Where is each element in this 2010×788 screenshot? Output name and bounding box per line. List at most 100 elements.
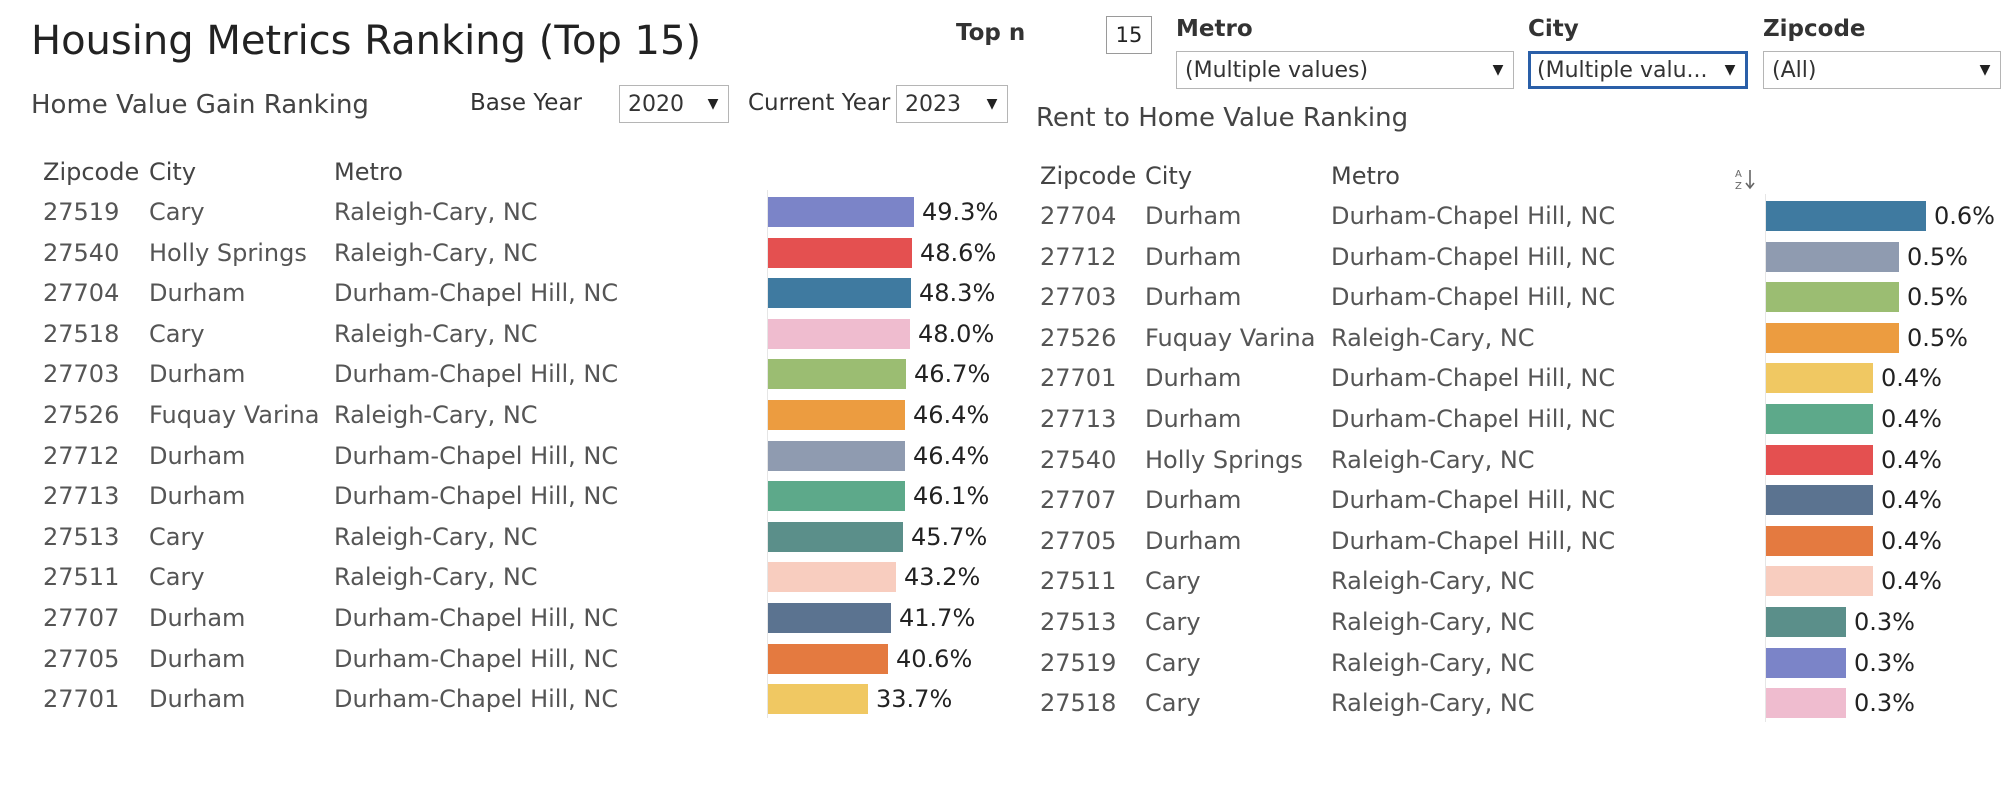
table-row[interactable]: 27519 Cary Raleigh-Cary, NC 0.3% (0, 643, 1915, 683)
table-row[interactable]: 27511 Cary Raleigh-Cary, NC 43.2% (0, 557, 980, 597)
right-header-metro[interactable]: Metro (1331, 162, 1400, 190)
row-zipcode: 27713 (1040, 405, 1117, 433)
bar[interactable] (768, 400, 905, 430)
row-city: Durham (1145, 364, 1242, 393)
bar[interactable] (1766, 241, 1899, 272)
row-city: Durham (1145, 202, 1242, 230)
row-city: Holly Springs (1145, 445, 1303, 474)
table-row[interactable]: 27707 Durham Durham-Chapel Hill, NC 0.4% (0, 480, 1942, 520)
table-row[interactable]: 27704 Durham Durham-Chapel Hill, NC 0.6% (0, 196, 1995, 236)
row-metro: Durham-Chapel Hill, NC (1331, 526, 1616, 555)
table-row[interactable]: 27705 Durham Durham-Chapel Hill, NC 40.6% (0, 639, 972, 679)
top-n-input[interactable]: 15 (1106, 16, 1152, 54)
right-header-city[interactable]: City (1145, 162, 1193, 190)
bar[interactable] (1766, 566, 1873, 597)
bar[interactable] (768, 481, 905, 512)
row-zipcode: 27712 (43, 441, 120, 470)
chevron-down-icon: ▼ (1492, 62, 1504, 78)
bar[interactable] (768, 359, 906, 390)
row-zipcode: 27703 (1040, 283, 1117, 312)
row-zipcode: 27518 (1040, 689, 1117, 718)
bar[interactable] (768, 521, 903, 552)
table-row[interactable]: 27513 Cary Raleigh-Cary, NC 0.3% (0, 602, 1915, 642)
table-row[interactable]: 27540 Holly Springs Raleigh-Cary, NC 48.6% (0, 233, 996, 273)
row-metro: Durham-Chapel Hill, NC (1331, 364, 1616, 393)
table-row[interactable]: 27703 Durham Durham-Chapel Hill, NC 0.5% (0, 277, 1968, 317)
table-row[interactable]: 27701 Durham Durham-Chapel Hill, NC 0.4% (0, 358, 1942, 398)
left-header-metro[interactable]: Metro (334, 158, 403, 186)
bar[interactable] (768, 643, 888, 674)
table-row[interactable]: 27713 Durham Durham-Chapel Hill, NC 0.4% (0, 399, 1942, 439)
table-row[interactable]: 27712 Durham Durham-Chapel Hill, NC 0.5% (0, 237, 1968, 277)
bar[interactable] (768, 318, 910, 349)
table-row[interactable]: 27511 Cary Raleigh-Cary, NC 0.4% (0, 561, 1942, 601)
table-row[interactable]: 27712 Durham Durham-Chapel Hill, NC 46.4% (0, 436, 989, 476)
table-row[interactable]: 27703 Durham Durham-Chapel Hill, NC 46.7% (0, 354, 990, 394)
bar[interactable] (768, 440, 905, 471)
bar[interactable] (1766, 525, 1873, 556)
table-row[interactable]: 27707 Durham Durham-Chapel Hill, NC 41.7% (0, 598, 975, 638)
bar[interactable] (1766, 607, 1846, 637)
table-row[interactable]: 27540 Holly Springs Raleigh-Cary, NC 0.4% (0, 440, 1942, 480)
base-year-label: Base Year (470, 90, 583, 116)
chevron-down-icon: ▼ (1724, 62, 1736, 78)
bar[interactable] (768, 562, 896, 593)
bar[interactable] (1766, 485, 1873, 516)
bar[interactable] (768, 237, 912, 268)
bar-value-label: 46.1% (913, 482, 990, 511)
metro-filter-dropdown[interactable]: (Multiple values) ▼ (1176, 51, 1514, 89)
bar[interactable] (1766, 322, 1899, 353)
bar[interactable] (768, 603, 891, 633)
bar[interactable] (1766, 404, 1873, 434)
zipcode-filter-dropdown[interactable]: (All) ▼ (1763, 51, 2001, 89)
row-zipcode: 27704 (43, 279, 120, 308)
table-row[interactable]: 27519 Cary Raleigh-Cary, NC 49.3% (0, 192, 998, 232)
row-zipcode: 27511 (43, 563, 120, 592)
row-city: Cary (149, 522, 205, 551)
table-row[interactable]: 27701 Durham Durham-Chapel Hill, NC 33.7% (0, 679, 952, 719)
bar-value-label: 0.4% (1881, 526, 1942, 555)
table-row[interactable]: 27526 Fuquay Varina Raleigh-Cary, NC 46.4% (0, 395, 989, 435)
table-row[interactable]: 27705 Durham Durham-Chapel Hill, NC 0.4% (0, 521, 1942, 561)
current-year-dropdown[interactable]: 2023 ▼ (896, 85, 1008, 123)
bar[interactable] (1766, 444, 1873, 475)
bar[interactable] (1766, 201, 1926, 231)
row-zipcode: 27703 (43, 360, 120, 389)
bar[interactable] (768, 197, 914, 227)
bar[interactable] (1766, 688, 1846, 719)
table-row[interactable]: 27518 Cary Raleigh-Cary, NC 48.0% (0, 314, 994, 354)
row-city: Durham (149, 360, 246, 389)
row-zipcode: 27540 (43, 238, 120, 267)
left-header-city[interactable]: City (149, 158, 197, 186)
bar-value-label: 46.7% (914, 360, 991, 389)
bar[interactable] (768, 684, 868, 715)
row-city: Durham (1145, 405, 1242, 433)
bar-value-label: 0.4% (1881, 486, 1942, 515)
table-row[interactable]: 27513 Cary Raleigh-Cary, NC 45.7% (0, 517, 987, 557)
base-year-value: 2020 (628, 91, 684, 117)
row-city: Fuquay Varina (149, 401, 320, 429)
table-row[interactable]: 27704 Durham Durham-Chapel Hill, NC 48.3% (0, 273, 995, 313)
bar[interactable] (1766, 282, 1899, 313)
left-header-zipcode[interactable]: Zipcode (43, 158, 140, 186)
base-year-dropdown[interactable]: 2020 ▼ (619, 85, 729, 123)
bar[interactable] (1766, 363, 1873, 394)
bar[interactable] (1766, 647, 1846, 678)
row-city: Durham (149, 644, 246, 673)
city-filter-dropdown[interactable]: (Multiple valu... ▼ (1528, 51, 1748, 89)
row-city: Durham (1145, 283, 1242, 312)
zipcode-filter-value: (All) (1772, 57, 1817, 83)
svg-text:Z: Z (1735, 181, 1742, 191)
table-row[interactable]: 27518 Cary Raleigh-Cary, NC 0.3% (0, 683, 1915, 723)
right-header-zipcode[interactable]: Zipcode (1040, 162, 1137, 190)
table-row[interactable]: 27526 Fuquay Varina Raleigh-Cary, NC 0.5% (0, 318, 1968, 358)
metro-filter-label: Metro (1176, 16, 1253, 42)
row-metro: Durham-Chapel Hill, NC (334, 685, 619, 714)
bar[interactable] (768, 278, 911, 309)
sort-az-icon[interactable]: A Z (1734, 167, 1756, 193)
row-metro: Durham-Chapel Hill, NC (334, 360, 619, 389)
row-city: Cary (149, 198, 205, 226)
table-row[interactable]: 27713 Durham Durham-Chapel Hill, NC 46.1% (0, 476, 989, 516)
row-metro: Durham-Chapel Hill, NC (334, 482, 619, 511)
row-zipcode: 27705 (43, 644, 120, 673)
